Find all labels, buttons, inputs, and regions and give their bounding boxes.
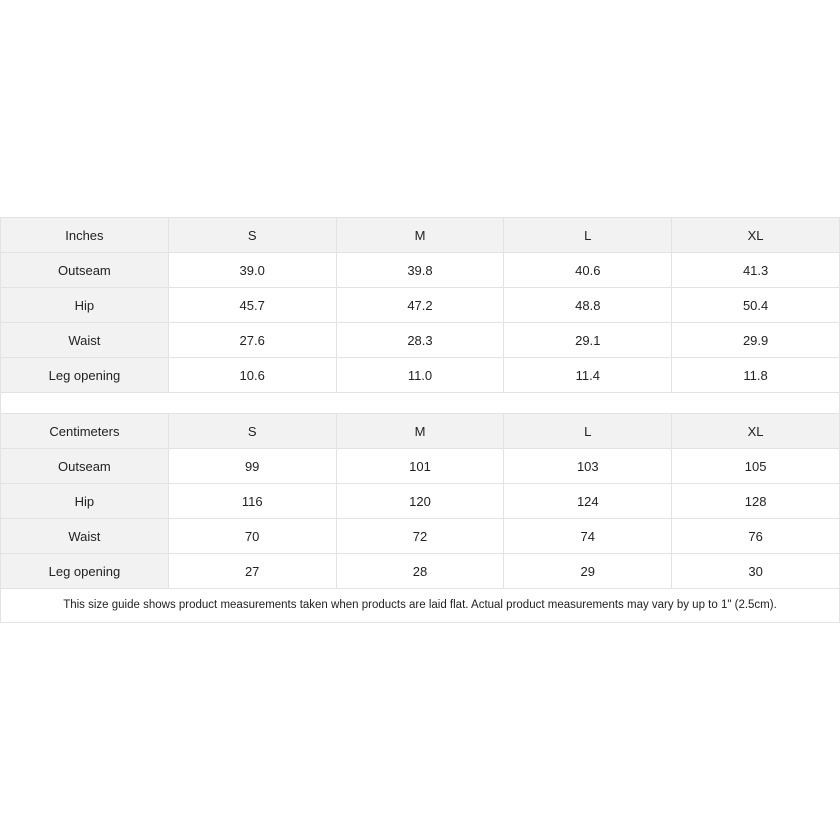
cell: 11.0 — [335, 357, 505, 393]
cell: 39.0 — [167, 252, 337, 288]
table-row: Leg opening 27 28 29 30 — [0, 553, 840, 589]
cell: 11.8 — [671, 357, 840, 393]
row-label: Waist — [0, 518, 169, 554]
size-table-centimeters: Centimeters S M L XL Outseam 99 101 103 … — [0, 413, 840, 589]
cell: 39.8 — [335, 252, 505, 288]
size-header: L — [503, 413, 673, 449]
cell: 45.7 — [167, 287, 337, 323]
cell: 40.6 — [503, 252, 673, 288]
table-row: Outseam 99 101 103 105 — [0, 448, 840, 484]
row-label: Hip — [0, 483, 169, 519]
size-header: M — [335, 413, 505, 449]
cell: 50.4 — [671, 287, 840, 323]
cell: 105 — [671, 448, 840, 484]
size-header: XL — [671, 413, 840, 449]
cell: 70 — [167, 518, 337, 554]
size-header: M — [335, 217, 505, 253]
table-row: Leg opening 10.6 11.0 11.4 11.8 — [0, 357, 840, 393]
size-guide-note: This size guide shows product measuremen… — [0, 589, 840, 623]
cell: 11.4 — [503, 357, 673, 393]
cell: 74 — [503, 518, 673, 554]
cell: 128 — [671, 483, 840, 519]
row-label: Outseam — [0, 448, 169, 484]
header-row: Centimeters S M L XL — [0, 413, 840, 449]
size-table-inches: Inches S M L XL Outseam 39.0 39.8 40.6 4… — [0, 217, 840, 393]
size-header: S — [167, 217, 337, 253]
unit-label: Inches — [0, 217, 169, 253]
cell: 29.9 — [671, 322, 840, 358]
row-label: Waist — [0, 322, 169, 358]
cell: 29.1 — [503, 322, 673, 358]
cell: 124 — [503, 483, 673, 519]
table-row: Hip 45.7 47.2 48.8 50.4 — [0, 287, 840, 323]
cell: 99 — [167, 448, 337, 484]
cell: 29 — [503, 553, 673, 589]
cell: 101 — [335, 448, 505, 484]
cell: 27 — [167, 553, 337, 589]
unit-label: Centimeters — [0, 413, 169, 449]
cell: 72 — [335, 518, 505, 554]
header-row: Inches S M L XL — [0, 217, 840, 253]
cell: 120 — [335, 483, 505, 519]
size-guide: Inches S M L XL Outseam 39.0 39.8 40.6 4… — [0, 217, 840, 623]
cell: 116 — [167, 483, 337, 519]
row-label: Hip — [0, 287, 169, 323]
row-label: Outseam — [0, 252, 169, 288]
table-row: Hip 116 120 124 128 — [0, 483, 840, 519]
cell: 30 — [671, 553, 840, 589]
cell: 28.3 — [335, 322, 505, 358]
table-spacer — [0, 393, 840, 413]
table-row: Waist 70 72 74 76 — [0, 518, 840, 554]
size-header: XL — [671, 217, 840, 253]
cell: 76 — [671, 518, 840, 554]
table-row: Waist 27.6 28.3 29.1 29.9 — [0, 322, 840, 358]
cell: 48.8 — [503, 287, 673, 323]
row-label: Leg opening — [0, 553, 169, 589]
table-row: Outseam 39.0 39.8 40.6 41.3 — [0, 252, 840, 288]
cell: 27.6 — [167, 322, 337, 358]
size-header: L — [503, 217, 673, 253]
row-label: Leg opening — [0, 357, 169, 393]
cell: 41.3 — [671, 252, 840, 288]
cell: 10.6 — [167, 357, 337, 393]
cell: 103 — [503, 448, 673, 484]
cell: 47.2 — [335, 287, 505, 323]
size-header: S — [167, 413, 337, 449]
cell: 28 — [335, 553, 505, 589]
